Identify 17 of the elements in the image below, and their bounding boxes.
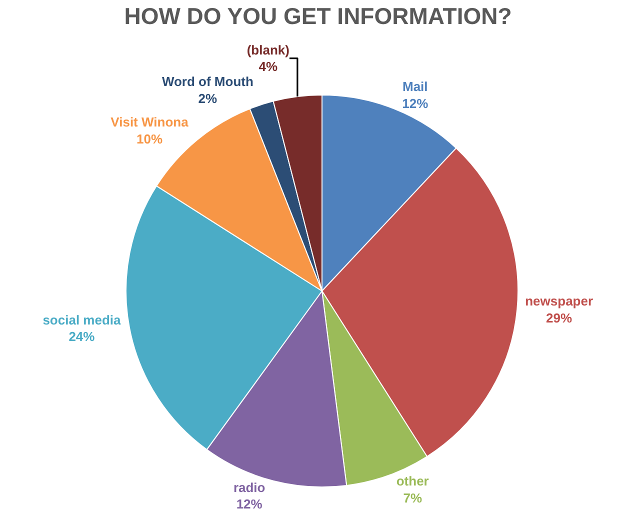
data-label: 10% xyxy=(136,131,163,146)
slice-label: social media xyxy=(42,312,122,328)
chart-title: HOW DO YOU GET INFORMATION? xyxy=(124,3,512,30)
slice-label: Word of Mouth xyxy=(162,74,254,90)
data-label: 29% xyxy=(546,310,573,326)
slice-label: Visit Winona xyxy=(110,114,190,130)
slice-label: newspaper xyxy=(525,294,594,309)
slice-label: other xyxy=(396,474,429,489)
slice-label: (blank) xyxy=(246,42,290,58)
data-label: 24% xyxy=(68,329,96,344)
data-label: 7% xyxy=(403,490,422,506)
data-label: 12% xyxy=(236,496,263,512)
data-label: 12% xyxy=(402,96,429,111)
data-label: 2% xyxy=(198,91,218,106)
slice-label: Mail xyxy=(402,79,428,94)
data-label: 4% xyxy=(258,59,278,74)
slice-label: radio xyxy=(233,480,266,495)
